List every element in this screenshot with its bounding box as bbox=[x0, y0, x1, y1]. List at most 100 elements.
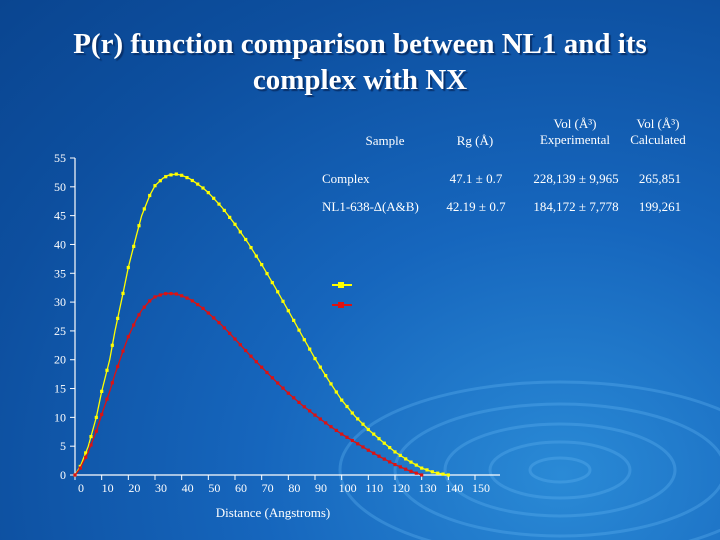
series-point bbox=[153, 184, 157, 188]
series-point bbox=[84, 455, 88, 459]
legend-swatch-marker bbox=[338, 282, 344, 288]
series-point bbox=[366, 427, 370, 432]
series-point bbox=[361, 445, 365, 449]
series-point bbox=[329, 382, 333, 386]
header-vol-calc-line1: Vol (Å³) bbox=[636, 116, 680, 131]
x-tick-label: 90 bbox=[315, 481, 327, 495]
series-point bbox=[393, 450, 397, 454]
series-point bbox=[281, 299, 285, 303]
series-point bbox=[302, 338, 306, 342]
series-point bbox=[148, 299, 152, 303]
legend-swatch-marker bbox=[338, 302, 344, 308]
series-point bbox=[174, 292, 178, 296]
y-tick-label: 5 bbox=[60, 439, 66, 453]
series-point bbox=[158, 179, 162, 183]
y-tick-label: 35 bbox=[54, 266, 66, 280]
series-point bbox=[372, 451, 376, 455]
series-point bbox=[270, 376, 274, 380]
series-point bbox=[201, 306, 205, 310]
series-point bbox=[420, 466, 424, 470]
series-point bbox=[377, 437, 381, 441]
series-point bbox=[89, 435, 93, 439]
series-point bbox=[361, 422, 365, 426]
series-point bbox=[377, 454, 381, 458]
chart-axes: 0 5 10 15 20 25 30 35 40 45 50 55 0 10 20 30 40 50 60 70 80 9… bbox=[54, 151, 500, 495]
header-sample: Sample bbox=[365, 133, 405, 148]
slide-title-line-1: P(r) function comparison between NL1 and… bbox=[73, 28, 647, 60]
series-point bbox=[404, 467, 408, 471]
series-point bbox=[329, 425, 333, 429]
series-point bbox=[318, 365, 322, 369]
series-nl1 bbox=[73, 292, 424, 477]
series-point bbox=[185, 176, 189, 180]
series-point bbox=[110, 381, 114, 385]
y-tick-label: 15 bbox=[54, 382, 66, 396]
series-point bbox=[217, 202, 221, 206]
series-point bbox=[244, 348, 248, 353]
series-point bbox=[164, 175, 168, 179]
series-point bbox=[174, 172, 178, 176]
series-point bbox=[308, 347, 312, 351]
x-tick-label: 10 bbox=[102, 481, 114, 495]
series-point bbox=[201, 186, 205, 190]
series-point bbox=[126, 335, 130, 339]
series-point bbox=[350, 438, 354, 443]
x-tick-label: 60 bbox=[235, 481, 247, 495]
series-point bbox=[356, 417, 360, 421]
series-point bbox=[233, 337, 237, 341]
series-point bbox=[340, 398, 344, 402]
series-point bbox=[398, 465, 402, 469]
row-complex-vol-calc: 265,851 bbox=[638, 171, 682, 186]
series-point bbox=[270, 281, 274, 285]
row-complex-vol-exp: 228,139 ± 9,965 bbox=[533, 171, 619, 186]
series-point bbox=[345, 435, 349, 439]
series-point bbox=[254, 360, 258, 364]
row-nl1-vol-calc: 199,261 bbox=[638, 199, 682, 214]
series-point bbox=[228, 215, 232, 219]
series-point bbox=[212, 196, 216, 200]
y-tick-label: 40 bbox=[54, 237, 66, 251]
series-point bbox=[238, 230, 242, 234]
y-tick-label: 25 bbox=[54, 324, 66, 338]
series-point bbox=[334, 428, 338, 432]
series-point bbox=[180, 294, 184, 298]
x-axis-label: Distance (Angstroms) bbox=[216, 505, 330, 520]
series-point bbox=[382, 457, 386, 461]
x-tick-label: 0 bbox=[78, 481, 84, 495]
series-point bbox=[137, 313, 141, 317]
series-point bbox=[340, 432, 344, 436]
series-point bbox=[105, 368, 109, 372]
series-point bbox=[313, 413, 317, 417]
series-point bbox=[132, 244, 136, 248]
x-tick-label: 40 bbox=[182, 481, 194, 495]
x-tick-label: 110 bbox=[366, 481, 384, 495]
series-point bbox=[372, 432, 376, 436]
series-point bbox=[206, 191, 210, 195]
series-point bbox=[404, 457, 408, 461]
series-point bbox=[94, 415, 98, 419]
chart-legend bbox=[332, 282, 352, 308]
series-point bbox=[388, 446, 392, 450]
series-point bbox=[414, 463, 418, 467]
series-point bbox=[249, 246, 253, 250]
series-point bbox=[388, 460, 392, 464]
x-tick-label: 140 bbox=[445, 481, 463, 495]
series-point bbox=[190, 178, 194, 183]
series-point bbox=[212, 316, 216, 320]
x-tick-label: 120 bbox=[392, 481, 410, 495]
series-point bbox=[425, 468, 429, 472]
series-point bbox=[276, 381, 280, 385]
slide-title: P(r) function comparison between NL1 and… bbox=[20, 26, 700, 98]
series-point bbox=[78, 464, 82, 468]
series-point bbox=[308, 409, 312, 413]
series-point bbox=[409, 469, 413, 473]
x-tick-label: 150 bbox=[472, 481, 490, 495]
slide-title-line-2: complex with NX bbox=[252, 64, 468, 96]
x-tick-label: 130 bbox=[419, 481, 437, 495]
series-point bbox=[233, 222, 237, 226]
series-point bbox=[265, 370, 269, 375]
chart-series-layer bbox=[73, 172, 450, 477]
series-point bbox=[121, 349, 125, 353]
series-point bbox=[110, 343, 114, 347]
x-tick-label: 100 bbox=[339, 481, 357, 495]
